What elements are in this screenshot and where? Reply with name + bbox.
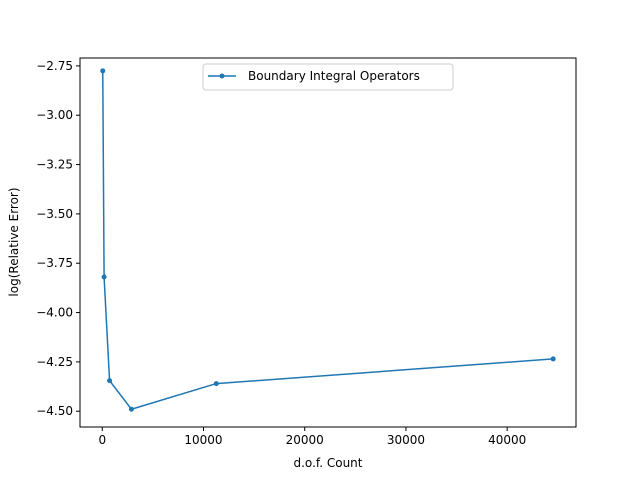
y-tick-label: −3.25 <box>36 158 73 172</box>
x-tick-label: 30000 <box>387 433 425 447</box>
data-point <box>100 68 106 74</box>
y-tick-label: −3.00 <box>36 108 73 122</box>
plot-area <box>100 68 556 412</box>
y-tick-label: −3.50 <box>36 207 73 221</box>
data-point <box>101 274 107 280</box>
data-point <box>213 381 219 387</box>
legend-box <box>202 63 454 91</box>
legend-label: Boundary Integral Operators <box>248 69 420 83</box>
axes-frame <box>79 57 577 428</box>
y-axis-label: log(Relative Error) <box>7 187 21 296</box>
x-axis-label: d.o.f. Count <box>294 456 363 470</box>
series-line <box>102 70 554 410</box>
legend: Boundary Integral Operators <box>202 63 454 91</box>
y-tick-label: −3.75 <box>36 256 73 270</box>
data-point <box>107 378 113 384</box>
axes-border <box>79 57 577 428</box>
y-tick-label: −4.00 <box>36 306 73 320</box>
data-point <box>128 406 134 412</box>
y-axis-ticks: −2.75 −3.00 −3.25 −3.50 −3.75 −4.00 −4.25 −4.50 <box>36 59 80 418</box>
y-tick-label: −4.25 <box>36 355 73 369</box>
x-axis-ticks: 0 10000 20000 30000 40000 <box>98 427 526 447</box>
x-tick-label: 40000 <box>488 433 526 447</box>
x-tick-label: 10000 <box>184 433 222 447</box>
legend-point-marker <box>219 73 225 79</box>
data-point <box>550 356 556 362</box>
y-tick-label: −4.50 <box>36 404 73 418</box>
x-tick-label: 0 <box>98 433 106 447</box>
x-tick-label: 20000 <box>286 433 324 447</box>
y-tick-label: −2.75 <box>36 59 73 73</box>
